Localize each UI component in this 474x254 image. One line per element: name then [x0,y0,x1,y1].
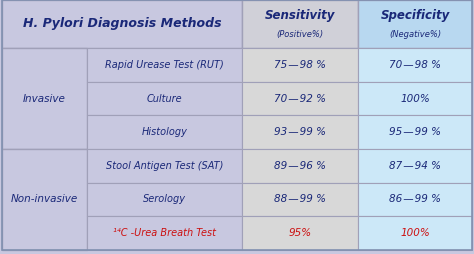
Bar [358,48,472,82]
Text: (Negative%): (Negative%) [389,30,441,39]
Bar [242,115,358,149]
Bar [242,48,358,82]
Text: 75 — 98 %: 75 — 98 % [274,60,326,70]
Text: Specificity: Specificity [380,9,450,22]
Text: Stool Antigen Test (SAT): Stool Antigen Test (SAT) [106,161,223,171]
Text: Serology: Serology [143,195,186,204]
Bar [87,48,242,82]
Bar [242,216,358,250]
Bar [358,183,472,216]
Text: Histology: Histology [142,127,187,137]
Text: 86 — 99 %: 86 — 99 % [389,195,441,204]
Text: H. Pylori Diagnosis Methods: H. Pylori Diagnosis Methods [23,18,221,30]
Bar [87,183,242,216]
Text: 88 — 99 %: 88 — 99 % [274,195,326,204]
Bar [87,216,242,250]
Bar [87,82,242,115]
Bar [2,48,87,149]
Bar [358,149,472,183]
Bar [358,0,472,48]
Text: Rapid Urease Test (RUT): Rapid Urease Test (RUT) [105,60,224,70]
Text: 89 — 96 %: 89 — 96 % [274,161,326,171]
Bar [358,82,472,115]
Bar [242,183,358,216]
Text: Sensitivity: Sensitivity [265,9,335,22]
Text: Culture: Culture [146,93,182,103]
Bar [358,115,472,149]
Text: ¹⁴C -Urea Breath Test: ¹⁴C -Urea Breath Test [113,228,216,238]
Text: 87 — 94 %: 87 — 94 % [389,161,441,171]
Text: 95 — 99 %: 95 — 99 % [389,127,441,137]
Text: 93 — 99 %: 93 — 99 % [274,127,326,137]
Bar [242,0,358,48]
Text: (Positive%): (Positive%) [276,30,324,39]
Bar [242,149,358,183]
Text: Non-invasive: Non-invasive [11,195,78,204]
Bar [2,149,87,250]
Text: 100%: 100% [400,93,430,103]
Text: 95%: 95% [289,228,311,238]
Bar [87,115,242,149]
Text: 100%: 100% [400,228,430,238]
Bar [242,82,358,115]
Text: 70 — 98 %: 70 — 98 % [389,60,441,70]
Bar [87,149,242,183]
Bar [358,216,472,250]
Text: 70 — 92 %: 70 — 92 % [274,93,326,103]
Text: Invasive: Invasive [23,93,66,103]
Bar [2,0,242,48]
